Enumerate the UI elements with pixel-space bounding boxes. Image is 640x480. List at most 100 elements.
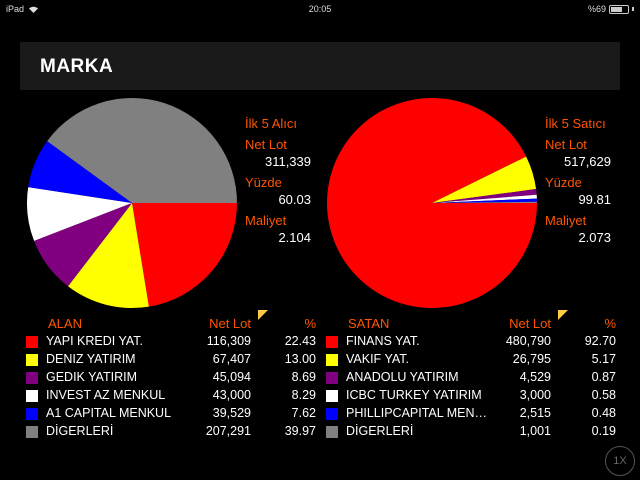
net-lot-value: 43,000 bbox=[212, 388, 251, 402]
buyers-pct-value: 60.03 bbox=[278, 192, 311, 207]
percent-value: 8.29 bbox=[291, 388, 316, 402]
broker-name: DİGERLERİ bbox=[46, 424, 114, 438]
color-swatch bbox=[26, 426, 38, 438]
battery-icon bbox=[609, 4, 629, 14]
buyers-col-pct-header[interactable]: % bbox=[304, 316, 316, 331]
table-row[interactable]: GEDIK YATIRIM 45,094 8.69 bbox=[26, 368, 326, 386]
buyers-col-name-header[interactable]: ALAN bbox=[48, 316, 82, 331]
table-row[interactable]: DİGERLERİ 207,291 39.97 bbox=[26, 422, 326, 440]
table-row[interactable]: YAPI KREDI YAT. 116,309 22.43 bbox=[26, 332, 326, 350]
sellers-table: SATAN Net Lot % FINANS YAT. 480,790 92.70 V… bbox=[326, 310, 626, 440]
pie-slice[interactable] bbox=[47, 97, 237, 203]
buyers-rows: YAPI KREDI YAT. 116,309 22.43 DENIZ YATIRIM… bbox=[26, 332, 326, 440]
net-lot-value: 1,001 bbox=[519, 424, 551, 438]
percent-value: 0.58 bbox=[591, 388, 616, 402]
percent-value: 22.43 bbox=[284, 334, 316, 348]
pie-slice[interactable] bbox=[432, 198, 537, 203]
net-lot-value: 3,000 bbox=[519, 388, 551, 402]
net-lot-value: 2,515 bbox=[519, 406, 551, 420]
broker-name: YAPI KREDI YAT. bbox=[46, 334, 144, 348]
buyers-col-lot-header[interactable]: Net Lot bbox=[209, 316, 251, 331]
sort-indicator-icon[interactable] bbox=[558, 310, 568, 320]
page-title: MARKA bbox=[40, 56, 114, 77]
table-row[interactable]: INVEST AZ MENKUL 43,000 8.29 bbox=[26, 386, 326, 404]
broker-name: GEDIK YATIRIM bbox=[46, 370, 137, 384]
status-bar: iPad 20:05 %69 bbox=[0, 0, 640, 20]
sellers-cost-value: 2.073 bbox=[578, 230, 611, 245]
net-lot-value: 67,407 bbox=[212, 352, 251, 366]
pie-slice[interactable] bbox=[132, 203, 237, 307]
table-row[interactable]: DENIZ YATIRIM 67,407 13.00 bbox=[26, 350, 326, 368]
sellers-rows: FINANS YAT. 480,790 92.70 VAKIF YAT. 26,795 5… bbox=[326, 332, 626, 440]
percent-value: 0.19 bbox=[591, 424, 616, 438]
pie-slice[interactable] bbox=[327, 97, 537, 308]
broker-name: ICBC TURKEY YATIRIM bbox=[346, 388, 482, 402]
table-row[interactable]: DİGERLERİ 1,001 0.19 bbox=[326, 422, 626, 440]
page-header: MARKA bbox=[20, 42, 620, 90]
color-swatch bbox=[326, 336, 338, 348]
buyers-pie-chart[interactable] bbox=[26, 97, 238, 309]
broker-name: VAKIF YAT. bbox=[346, 352, 409, 366]
broker-name: DİGERLERİ bbox=[346, 424, 414, 438]
sellers-pie-chart[interactable] bbox=[326, 97, 538, 309]
status-right: %69 bbox=[588, 4, 634, 14]
sellers-net-lot-value: 517,629 bbox=[564, 154, 611, 169]
sellers-col-lot-header[interactable]: Net Lot bbox=[509, 316, 551, 331]
percent-value: 92.70 bbox=[584, 334, 616, 348]
table-row[interactable]: ANADOLU YATIRIM 4,529 0.87 bbox=[326, 368, 626, 386]
net-lot-value: 45,094 bbox=[212, 370, 251, 384]
pie-slice[interactable] bbox=[432, 194, 537, 203]
broker-name: DENIZ YATIRIM bbox=[46, 352, 136, 366]
device-name: iPad bbox=[6, 4, 25, 14]
sellers-pct-value: 99.81 bbox=[578, 192, 611, 207]
buyers-stats: İlk 5 Alıcı Net Lot 311,339 Yüzde 60.03 … bbox=[245, 116, 315, 245]
pie-slice[interactable] bbox=[432, 156, 537, 203]
net-lot-value: 4,529 bbox=[519, 370, 551, 384]
sellers-col-name-header[interactable]: SATAN bbox=[348, 316, 390, 331]
status-time: 20:05 bbox=[308, 4, 332, 14]
color-swatch bbox=[26, 354, 38, 366]
table-row[interactable]: A1 CAPITAL MENKUL 39,529 7.62 bbox=[26, 404, 326, 422]
buyers-table-header: ALAN Net Lot % bbox=[26, 310, 326, 332]
speed-button[interactable]: 1X bbox=[605, 446, 635, 476]
color-swatch bbox=[326, 408, 338, 420]
sellers-pct-label: Yüzde bbox=[545, 175, 582, 190]
percent-value: 5.17 bbox=[591, 352, 616, 366]
color-swatch bbox=[326, 372, 338, 384]
battery-fill bbox=[611, 6, 623, 12]
sort-indicator-icon[interactable] bbox=[258, 310, 268, 320]
percent-value: 0.48 bbox=[591, 406, 616, 420]
pie-slice[interactable] bbox=[26, 187, 132, 241]
table-row[interactable]: FINANS YAT. 480,790 92.70 bbox=[326, 332, 626, 350]
percent-value: 13.00 bbox=[284, 352, 316, 366]
pie-slice[interactable] bbox=[34, 203, 132, 287]
buyers-net-lot-label: Net Lot bbox=[245, 137, 287, 152]
status-left: iPad bbox=[6, 4, 39, 14]
table-row[interactable]: PHILLIPCAPITAL MENKUL 2,515 0.48 bbox=[326, 404, 626, 422]
table-row[interactable]: ICBC TURKEY YATIRIM 3,000 0.58 bbox=[326, 386, 626, 404]
table-row[interactable]: VAKIF YAT. 26,795 5.17 bbox=[326, 350, 626, 368]
broker-name: FINANS YAT. bbox=[346, 334, 420, 348]
net-lot-value: 39,529 bbox=[212, 406, 251, 420]
sellers-net-lot-label: Net Lot bbox=[545, 137, 587, 152]
buyers-cost-label: Maliyet bbox=[245, 213, 287, 228]
percent-value: 0.87 bbox=[591, 370, 616, 384]
pie-slice[interactable] bbox=[432, 201, 537, 203]
color-swatch bbox=[26, 372, 38, 384]
color-swatch bbox=[26, 336, 38, 348]
pie-slice[interactable] bbox=[432, 189, 537, 203]
sellers-table-header: SATAN Net Lot % bbox=[326, 310, 626, 332]
percent-value: 8.69 bbox=[291, 370, 316, 384]
battery-percent: %69 bbox=[587, 4, 606, 14]
percent-value: 39.97 bbox=[284, 424, 316, 438]
color-swatch bbox=[326, 354, 338, 366]
color-swatch bbox=[326, 390, 338, 402]
pie-slice[interactable] bbox=[28, 141, 132, 203]
pie-slice[interactable] bbox=[68, 203, 149, 308]
sellers-cost-label: Maliyet bbox=[545, 213, 587, 228]
broker-name: PHILLIPCAPITAL MENKUL bbox=[346, 406, 491, 420]
broker-name: ANADOLU YATIRIM bbox=[346, 370, 459, 384]
sellers-col-pct-header[interactable]: % bbox=[604, 316, 616, 331]
broker-name: A1 CAPITAL MENKUL bbox=[46, 406, 172, 420]
percent-value: 7.62 bbox=[291, 406, 316, 420]
